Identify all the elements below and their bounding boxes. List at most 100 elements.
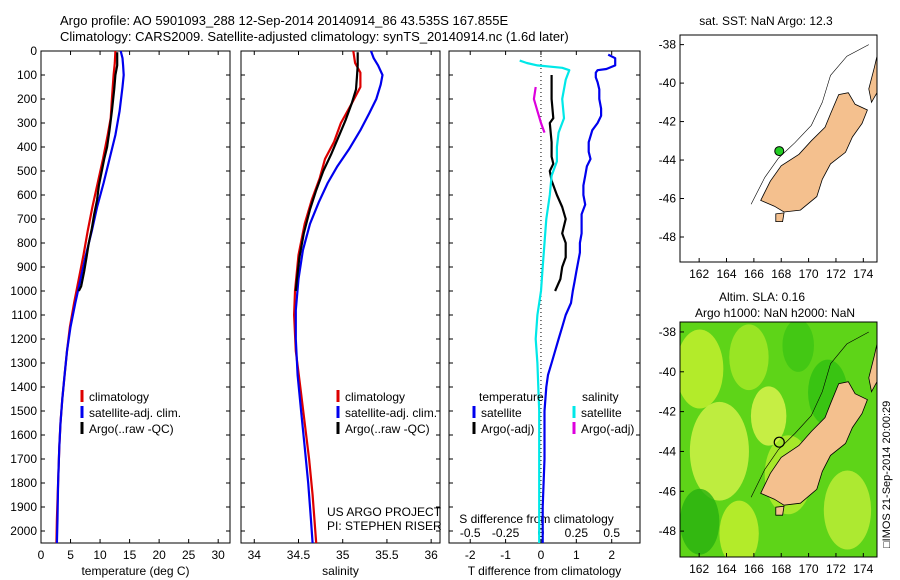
series-line-black bbox=[77, 52, 119, 292]
map-y-tick-label: -38 bbox=[659, 325, 677, 339]
map-y-tick-label: -40 bbox=[659, 365, 677, 379]
x-axis-label: T difference from climatology bbox=[468, 564, 622, 578]
map-x-tick-label: 168 bbox=[771, 562, 791, 576]
legend-entry: satellite bbox=[581, 406, 622, 420]
x-tick-label: -1 bbox=[500, 548, 511, 562]
y-tick-label: 1700 bbox=[10, 452, 37, 466]
sla-map bbox=[679, 321, 878, 558]
s-tick-label: 0.25 bbox=[565, 526, 589, 540]
sla-field-blob bbox=[680, 329, 724, 409]
sla-field-blob bbox=[689, 401, 749, 501]
credit-text: □IMOS 21-Sep-2014 20:00:29 bbox=[881, 401, 893, 548]
x-tick-label: 5 bbox=[67, 548, 74, 562]
x-tick-label: 35 bbox=[336, 548, 350, 562]
x-tick-label: 10 bbox=[93, 548, 107, 562]
series-line-blue bbox=[294, 50, 384, 544]
x-tick-label: 0 bbox=[38, 548, 45, 562]
sla-field-blob bbox=[782, 322, 814, 372]
x-tick-label: 30 bbox=[212, 548, 226, 562]
map-y-tick-label: -38 bbox=[659, 38, 677, 52]
legend-heading: temperature bbox=[479, 390, 544, 404]
x-tick-label: 15 bbox=[123, 548, 137, 562]
sst-map-frame bbox=[679, 34, 878, 263]
y-tick-label: 1600 bbox=[10, 428, 37, 442]
map-x-tick-label: 166 bbox=[744, 562, 764, 576]
bathymetry-contour bbox=[750, 331, 869, 498]
x-tick-label: 20 bbox=[152, 548, 166, 562]
y-tick-label: 900 bbox=[17, 260, 37, 274]
legend-entry: Argo(..raw -QC) bbox=[345, 422, 430, 436]
y-tick-label: 400 bbox=[17, 140, 37, 154]
legend-entry: Argo(..raw -QC) bbox=[89, 422, 174, 436]
y-tick-label: 2000 bbox=[10, 524, 37, 538]
x-tick-label: 36 bbox=[424, 548, 438, 562]
title-line-1: Argo profile: AO 5901093_288 12-Sep-2014… bbox=[60, 13, 509, 28]
map-x-tick-label: 162 bbox=[689, 562, 709, 576]
map-y-tick-label: -44 bbox=[659, 444, 677, 458]
x-tick-label: 35.5 bbox=[375, 548, 399, 562]
map-x-tick-label: 170 bbox=[799, 267, 819, 281]
x-axis-label: temperature (deg C) bbox=[81, 564, 189, 578]
north-island-shape bbox=[868, 342, 877, 393]
s-tick-label: 0 bbox=[538, 526, 545, 540]
legend-entry: Argo(-adj) bbox=[581, 422, 634, 436]
s-tick-label: -0.5 bbox=[460, 526, 481, 540]
sla-field-blob bbox=[750, 386, 787, 446]
legend-heading: salinity bbox=[582, 390, 619, 404]
map-x-tick-label: 174 bbox=[853, 267, 873, 281]
map-x-tick-label: 168 bbox=[771, 267, 791, 281]
map-x-tick-label: 174 bbox=[853, 562, 873, 576]
y-tick-label: 200 bbox=[17, 92, 37, 106]
s-tick-label: 0.5 bbox=[603, 526, 620, 540]
annotation-line: PI: STEPHEN RISER bbox=[327, 519, 442, 533]
x-axis-label: salinity bbox=[322, 564, 359, 578]
y-tick-label: 1300 bbox=[10, 356, 37, 370]
map-y-tick-label: -48 bbox=[659, 230, 677, 244]
y-tick-label: 1400 bbox=[10, 380, 37, 394]
x-tick-label: 25 bbox=[182, 548, 196, 562]
x-tick-label: 0 bbox=[538, 548, 545, 562]
argo-marker-icon bbox=[773, 436, 785, 448]
map-x-tick-label: 162 bbox=[689, 267, 709, 281]
sla-field-blob bbox=[719, 500, 759, 557]
y-tick-label: 500 bbox=[17, 164, 37, 178]
south-island-shape bbox=[760, 381, 868, 506]
map-y-tick-label: -40 bbox=[659, 76, 677, 90]
annotation-line: US ARGO PROJECT bbox=[327, 505, 442, 519]
series-line-black bbox=[294, 52, 359, 292]
legend-entry: satellite-adj. clim. bbox=[89, 406, 181, 420]
s-axis-label: S difference from climatology bbox=[459, 512, 614, 526]
x-tick-label: 34 bbox=[248, 548, 262, 562]
y-tick-label: 1100 bbox=[11, 308, 37, 322]
series-line-magenta bbox=[532, 86, 546, 133]
map-x-tick-label: 164 bbox=[716, 267, 736, 281]
map-y-tick-label: -42 bbox=[659, 405, 677, 419]
y-tick-label: 1900 bbox=[10, 500, 37, 514]
sla-field-blob bbox=[680, 488, 720, 555]
map-y-tick-label: -46 bbox=[659, 192, 677, 206]
y-tick-label: 1500 bbox=[10, 404, 37, 418]
series-line-blue bbox=[541, 53, 617, 543]
x-tick-label: 34.5 bbox=[287, 548, 311, 562]
y-tick-label: 700 bbox=[17, 212, 37, 226]
y-tick-label: 600 bbox=[17, 188, 37, 202]
map-x-tick-label: 166 bbox=[744, 267, 764, 281]
sla-field-blob bbox=[823, 470, 872, 550]
y-tick-label: 1200 bbox=[10, 332, 37, 346]
stewart-island-shape bbox=[775, 505, 785, 516]
sla-field-blob bbox=[729, 324, 769, 391]
argo-marker-icon bbox=[774, 146, 785, 157]
sla-map-title: Altim. SLA: 0.16 bbox=[719, 290, 805, 304]
series-line-black bbox=[548, 75, 567, 292]
sla-map-title: Argo h1000: NaN h2000: NaN bbox=[695, 306, 855, 320]
map-x-tick-label: 172 bbox=[826, 562, 846, 576]
y-tick-label: 1000 bbox=[10, 284, 37, 298]
x-tick-label: -2 bbox=[465, 548, 476, 562]
map-y-tick-label: -42 bbox=[659, 115, 677, 129]
y-tick-label: 300 bbox=[17, 116, 37, 130]
y-tick-label: 1800 bbox=[10, 476, 37, 490]
bathymetry-contour bbox=[750, 44, 869, 205]
sst-map bbox=[679, 34, 878, 263]
series-line-cyan bbox=[519, 59, 571, 543]
y-tick-label: 800 bbox=[17, 236, 37, 250]
